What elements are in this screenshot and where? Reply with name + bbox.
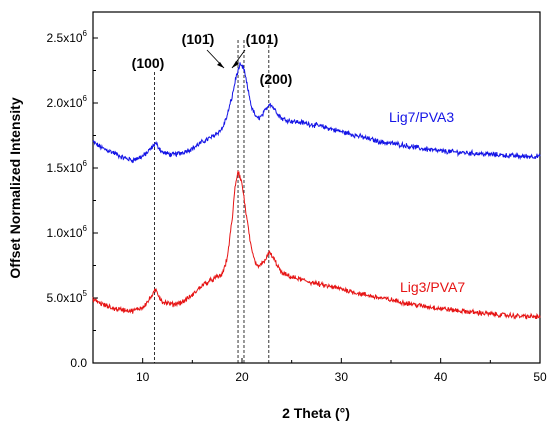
series-line-lig3-pva7 xyxy=(92,170,541,320)
series-label-lig3-pva7: Lig3/PVA7 xyxy=(400,279,465,295)
peak-label-3: (200) xyxy=(260,71,293,87)
peak-label-0: (100) xyxy=(132,55,165,71)
peak-arrow-head-1 xyxy=(217,62,224,68)
y-tick-label-1: 5.0x105 xyxy=(47,289,88,305)
series-label-lig7-pva3: Lig7/PVA3 xyxy=(389,109,454,125)
y-tick-label-3: 1.5x106 xyxy=(47,159,88,175)
peak-marker-lines xyxy=(154,40,270,363)
peak-label-2: (101) xyxy=(246,31,279,47)
x-tick-label-1: 20 xyxy=(235,370,249,384)
y-tick-label-2: 1.0x106 xyxy=(47,224,88,240)
x-axis-title: 2 Theta (°) xyxy=(282,405,350,421)
y-axis-title: Offset Normalized Intensity xyxy=(7,97,23,278)
x-axis-ticks: 10 20 30 40 50 xyxy=(92,358,547,384)
y-tick-label-0: 0.0 xyxy=(70,356,87,370)
y-axis-ticks: 0.0 5.0x105 1.0x106 1.5x106 2.0x106 2.5x106 xyxy=(47,29,98,370)
plot-frame xyxy=(92,11,541,364)
y-tick-label-5: 2.5x106 xyxy=(47,29,88,45)
x-tick-label-4: 50 xyxy=(533,370,547,384)
series-line-lig7-pva3 xyxy=(92,62,541,164)
y-tick-label-4: 2.0x106 xyxy=(47,94,88,110)
peak-arrow-head-2 xyxy=(232,61,239,68)
series-layer xyxy=(92,62,541,320)
x-tick-label-2: 30 xyxy=(335,370,349,384)
peak-labels: (100) (101̄) (101) (200) xyxy=(132,31,293,87)
x-tick-label-3: 40 xyxy=(434,370,448,384)
x-tick-label-0: 10 xyxy=(136,370,150,384)
peak-label-1: (101̄) xyxy=(182,31,215,47)
